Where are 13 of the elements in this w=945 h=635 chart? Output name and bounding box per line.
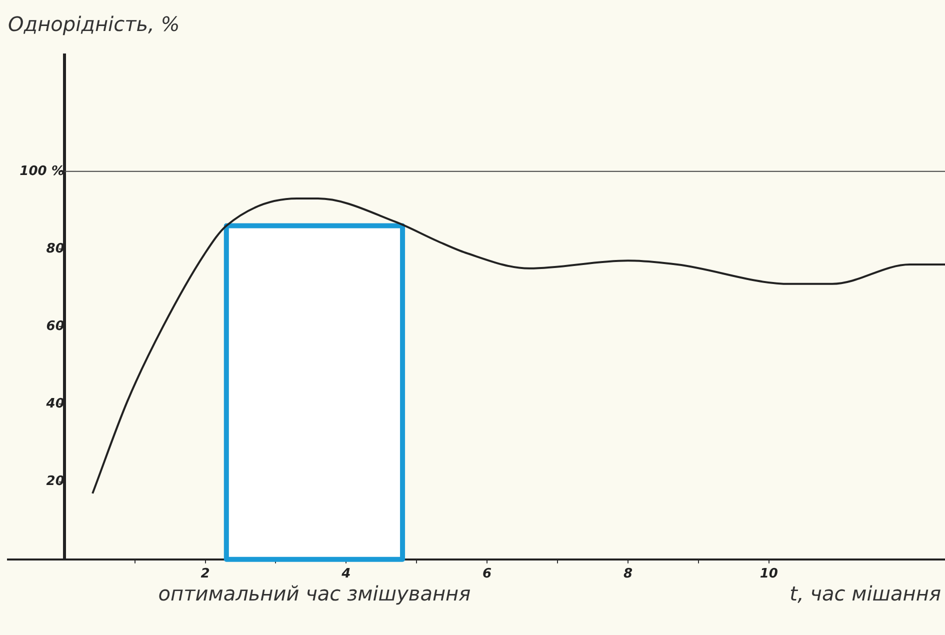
y-tick-label: 100 % <box>20 164 64 179</box>
x-tick-label: 4 <box>340 566 351 582</box>
x-tick-label: 6 <box>482 566 492 582</box>
y-tick-label: 40 <box>45 396 64 412</box>
y-tick-label: 60 <box>46 318 64 334</box>
series-label: оптимальний час змішування <box>158 582 471 606</box>
y-tick-label: 80 <box>46 241 64 256</box>
x-tick-label: 8 <box>623 566 632 582</box>
y-axis-title: Однорідність, % <box>8 12 180 36</box>
x-tick-label: 10 <box>760 566 778 582</box>
x-axis-title: t, час мішання <box>790 582 941 606</box>
line-series <box>92 198 945 494</box>
x-tick-label: 2 <box>200 566 210 582</box>
